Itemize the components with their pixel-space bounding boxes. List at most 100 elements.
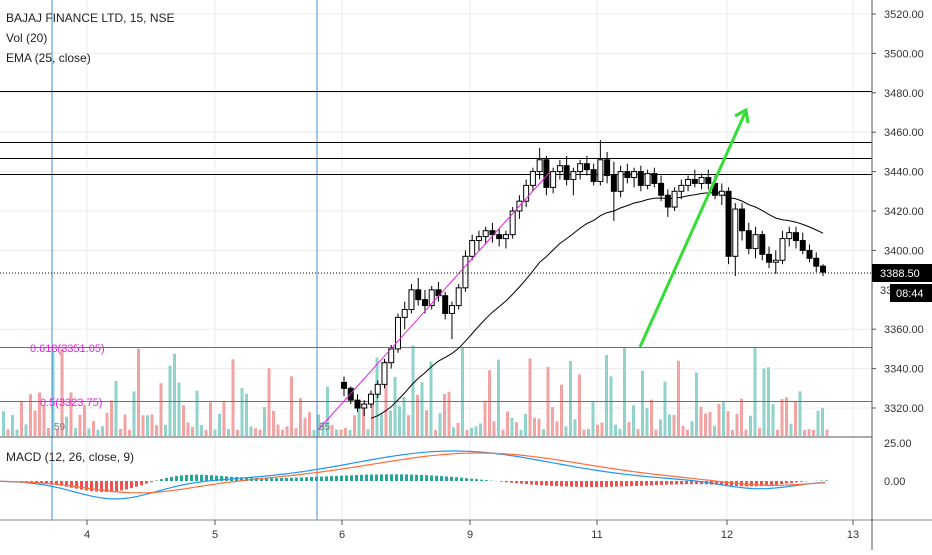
candle-body bbox=[780, 239, 785, 261]
candle-body bbox=[510, 211, 515, 235]
volume-bar bbox=[695, 373, 698, 436]
price-tick-label: 3420.00 bbox=[884, 206, 924, 218]
volume-bar bbox=[799, 391, 802, 436]
candle-body bbox=[692, 179, 697, 183]
macd-histogram-bar bbox=[295, 478, 298, 481]
candle-body bbox=[740, 209, 745, 231]
volume-bar bbox=[412, 345, 415, 436]
volume-bar bbox=[646, 408, 649, 436]
macd-histogram-bar bbox=[130, 481, 133, 488]
macd-histogram-bar bbox=[390, 474, 393, 481]
macd-histogram-bar bbox=[285, 478, 288, 481]
volume-bar bbox=[178, 383, 181, 436]
candle-body bbox=[395, 317, 400, 349]
macd-histogram-bar bbox=[440, 476, 443, 481]
candle-body bbox=[814, 258, 819, 266]
macd-histogram-bar bbox=[140, 481, 143, 485]
volume-bar bbox=[601, 423, 604, 436]
candle-body bbox=[382, 363, 387, 385]
price-tick-label: 3520.00 bbox=[884, 9, 924, 21]
volume-bar bbox=[457, 423, 460, 436]
volume-bar bbox=[542, 429, 545, 436]
volume-bar bbox=[677, 361, 680, 436]
candle-body bbox=[645, 174, 650, 186]
macd-histogram-bar bbox=[680, 481, 683, 484]
candle-body bbox=[551, 172, 556, 188]
price-tick-label: 3400.00 bbox=[884, 245, 924, 257]
volume-bar bbox=[16, 430, 19, 436]
volume-bar bbox=[407, 415, 410, 436]
volume-bar bbox=[439, 413, 442, 436]
volume-bar bbox=[803, 430, 806, 436]
candle-body bbox=[746, 231, 751, 249]
volume-marker: 59 bbox=[54, 422, 66, 433]
macd-histogram-bar bbox=[685, 481, 688, 484]
volume-bar bbox=[515, 422, 518, 436]
macd-histogram-bar bbox=[205, 475, 208, 481]
macd-histogram-bar bbox=[625, 481, 628, 486]
macd-histogram-bar bbox=[620, 481, 623, 487]
volume-bar bbox=[277, 425, 280, 436]
volume-bar bbox=[443, 394, 446, 436]
candle-body bbox=[591, 170, 596, 182]
volume-bar bbox=[295, 428, 298, 436]
volume-bar bbox=[713, 426, 716, 436]
volume-bar bbox=[124, 414, 127, 436]
time-tick-label: 12 bbox=[721, 529, 733, 541]
volume-bar bbox=[682, 426, 685, 436]
volume-bar bbox=[110, 400, 113, 436]
macd-histogram-bar bbox=[165, 478, 168, 481]
candle-body bbox=[416, 290, 421, 300]
candle-body bbox=[821, 266, 826, 272]
price-tick-label: 3500.00 bbox=[884, 48, 924, 60]
volume-bar bbox=[749, 416, 752, 436]
candle-body bbox=[355, 400, 360, 408]
candle-body bbox=[699, 178, 704, 184]
macd-histogram-bar bbox=[425, 475, 428, 481]
macd-histogram-bar bbox=[85, 481, 88, 490]
macd-histogram-bar bbox=[660, 481, 663, 485]
volume-bar bbox=[484, 401, 487, 436]
volume-bar bbox=[232, 359, 235, 436]
volume-bar bbox=[160, 383, 163, 436]
macd-histogram-bar bbox=[160, 479, 163, 481]
fib-label-0618: 0.618(3351.05) bbox=[30, 343, 105, 355]
volume-bar bbox=[452, 427, 455, 436]
volume-bar bbox=[826, 430, 829, 436]
volume-bar bbox=[335, 430, 338, 436]
volume-bar bbox=[173, 354, 176, 436]
price-tick-label: 3440.00 bbox=[884, 167, 924, 179]
volume-bar bbox=[614, 425, 617, 436]
volume-bar bbox=[700, 407, 703, 436]
volume-bar bbox=[812, 430, 815, 436]
macd-histogram-bar bbox=[455, 477, 458, 481]
volume-bar bbox=[7, 429, 10, 436]
macd-histogram-bar bbox=[485, 480, 488, 481]
macd-histogram-bar bbox=[315, 477, 318, 481]
volume-bar bbox=[25, 424, 28, 436]
macd-histogram-bar bbox=[80, 481, 83, 490]
candle-body bbox=[800, 241, 805, 251]
volume-bar bbox=[511, 418, 514, 436]
macd-histogram-bar bbox=[350, 475, 353, 481]
volume-bar bbox=[290, 376, 293, 436]
macd-histogram-bar bbox=[595, 481, 598, 487]
macd-histogram-bar bbox=[670, 481, 673, 485]
macd-histogram-bar bbox=[480, 480, 483, 481]
volume-bar bbox=[115, 381, 118, 436]
volume-bar bbox=[137, 349, 140, 436]
volume-bar bbox=[632, 405, 635, 436]
candle-body bbox=[483, 231, 488, 237]
volume-bar bbox=[331, 425, 334, 436]
candle-body bbox=[537, 160, 542, 172]
volume-bar bbox=[11, 415, 14, 436]
volume-bar bbox=[187, 422, 190, 436]
time-tick-label: 5 bbox=[212, 529, 218, 541]
volume-bar bbox=[794, 401, 797, 436]
volume-bar bbox=[367, 429, 370, 436]
macd-histogram-bar bbox=[780, 481, 783, 484]
volume-bar bbox=[718, 404, 721, 436]
price-tick-label: 3360.00 bbox=[884, 324, 924, 336]
volume-bar bbox=[340, 430, 343, 436]
